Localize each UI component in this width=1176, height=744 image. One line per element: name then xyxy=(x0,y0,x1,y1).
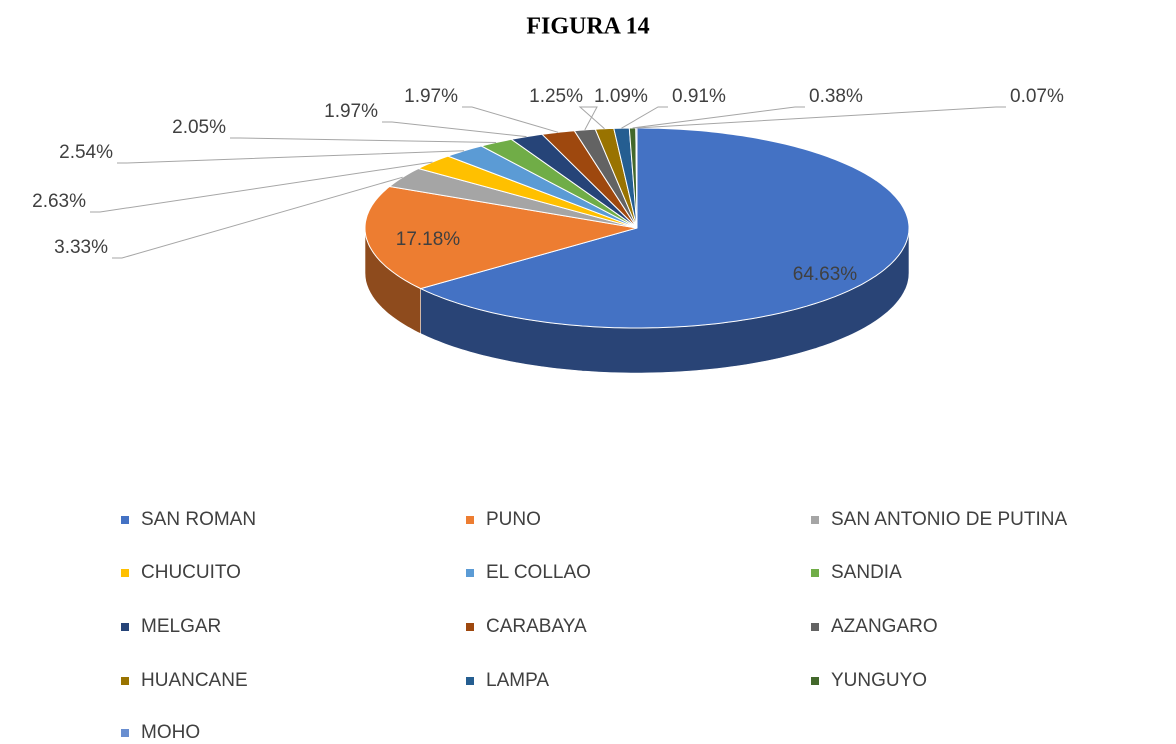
legend-label: SAN ANTONIO DE PUTINA xyxy=(831,509,1067,530)
data-label: 1.09% xyxy=(594,86,648,107)
legend-label: CHUCUITO xyxy=(141,562,241,583)
leader-line xyxy=(578,106,605,130)
data-label: 64.63% xyxy=(793,264,858,285)
legend-label: HUANCANE xyxy=(141,670,248,691)
legend-label: AZANGARO xyxy=(831,616,938,637)
legend-marker xyxy=(121,516,129,524)
data-label: 1.97% xyxy=(404,86,458,107)
legend-label: SAN ROMAN xyxy=(141,509,256,530)
legend-marker xyxy=(811,677,819,685)
leader-line xyxy=(112,176,403,259)
legend-marker xyxy=(466,516,474,524)
data-label: 1.25% xyxy=(529,86,583,107)
leader-line xyxy=(117,150,465,164)
legend-marker xyxy=(466,623,474,631)
leader-line xyxy=(90,161,433,213)
legend-marker xyxy=(466,569,474,577)
legend-marker xyxy=(121,729,129,737)
data-label: 2.05% xyxy=(172,117,226,138)
legend-label: EL COLLAO xyxy=(486,562,591,583)
slice xyxy=(510,133,638,229)
legend-label: CARABAYA xyxy=(486,616,587,637)
data-label: 2.63% xyxy=(32,191,86,212)
data-label: 0.38% xyxy=(809,86,863,107)
data-label: 3.33% xyxy=(54,237,108,258)
legend-label: MELGAR xyxy=(141,616,221,637)
chart-title: FIGURA 14 xyxy=(526,14,649,40)
legend-label: YUNGUYO xyxy=(831,670,927,691)
legend-label: SANDIA xyxy=(831,562,902,583)
legend-marker xyxy=(121,677,129,685)
data-label: 17.18% xyxy=(396,229,461,250)
legend-label: PUNO xyxy=(486,509,541,530)
legend-label: MOHO xyxy=(141,722,200,743)
leader-line xyxy=(462,106,559,133)
leader-line xyxy=(382,121,527,138)
legend-marker xyxy=(121,569,129,577)
data-label: 2.54% xyxy=(59,142,113,163)
slice xyxy=(419,127,910,329)
leader-line xyxy=(584,106,598,131)
legend-marker xyxy=(811,569,819,577)
leader-line xyxy=(636,106,1006,129)
data-label: 1.97% xyxy=(324,101,378,122)
data-label: 0.07% xyxy=(1010,86,1064,107)
legend-marker xyxy=(466,677,474,685)
leader-line xyxy=(230,137,497,143)
legend-marker xyxy=(121,623,129,631)
slice xyxy=(364,185,638,290)
leader-line xyxy=(632,106,805,129)
legend-marker xyxy=(811,516,819,524)
leader-line xyxy=(621,106,668,129)
slice xyxy=(480,138,638,229)
data-label: 0.91% xyxy=(672,86,726,107)
legend-label: LAMPA xyxy=(486,670,549,691)
legend-marker xyxy=(811,623,819,631)
